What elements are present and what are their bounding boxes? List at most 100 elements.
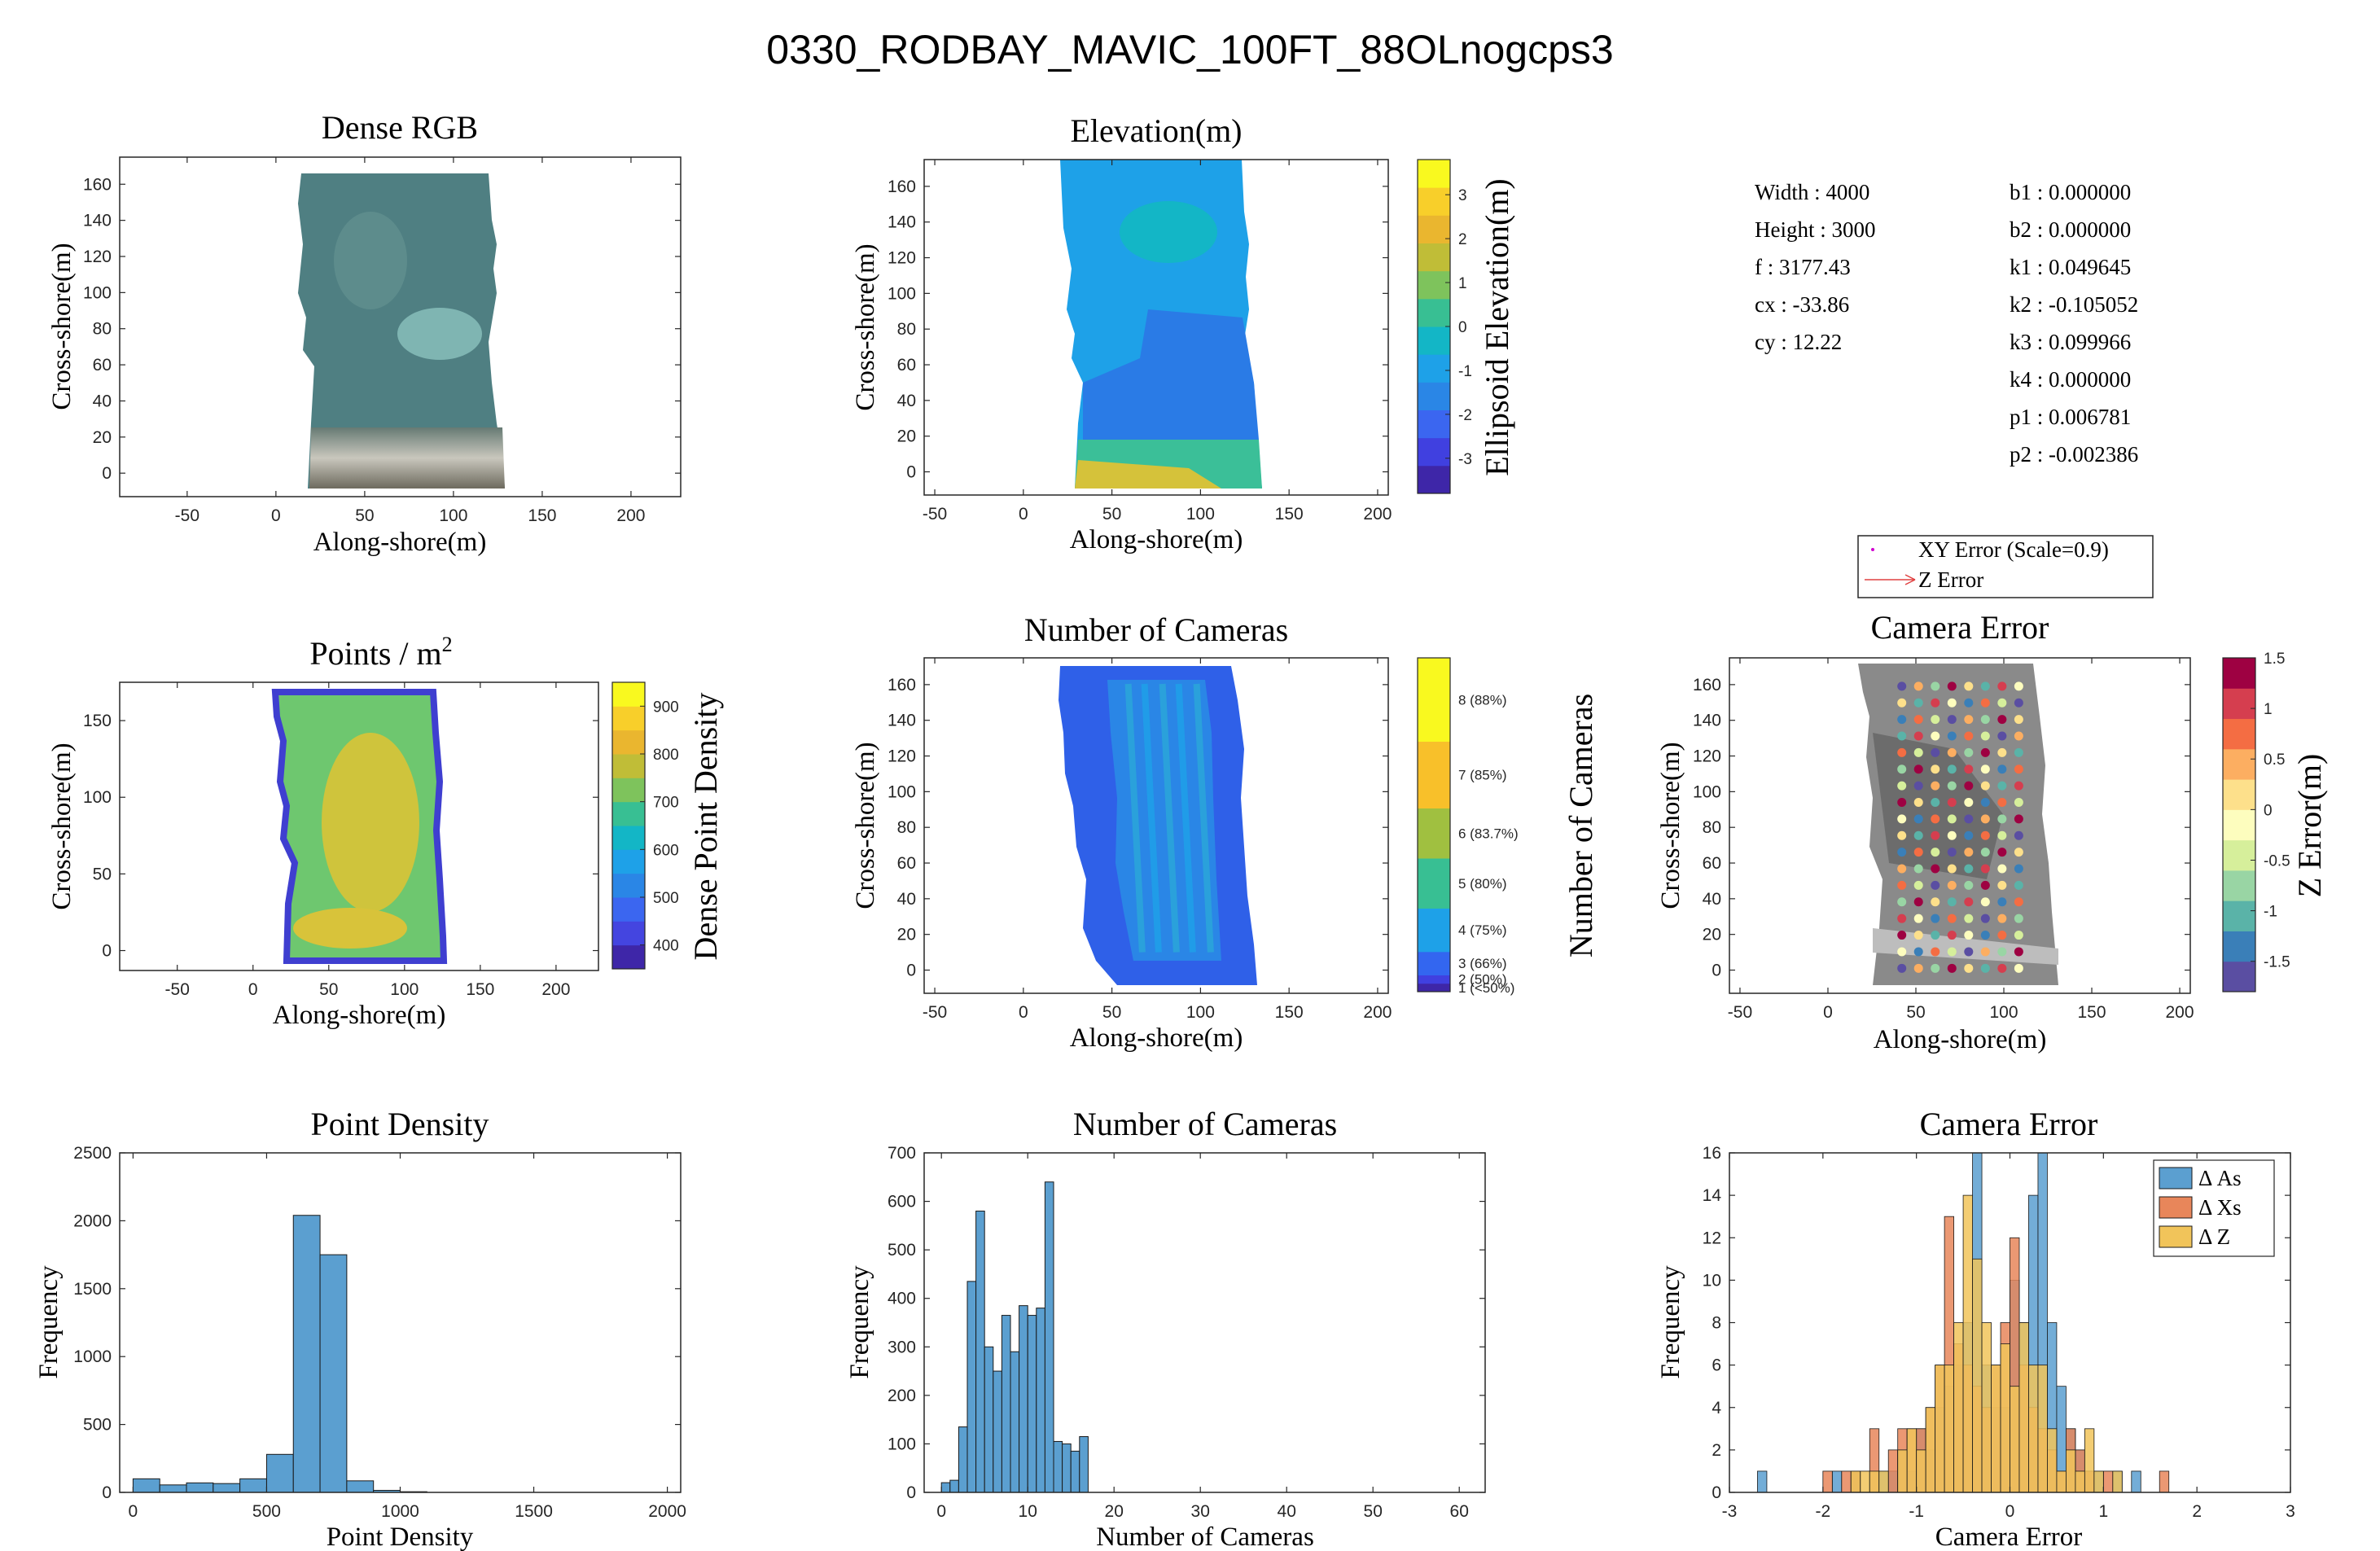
cbar-cerr-swatch <box>2223 839 2255 871</box>
camera-error-point <box>2014 731 2023 741</box>
camera-error-legend-swatch <box>2159 1196 2193 1219</box>
elevation-ytick-label: 140 <box>888 213 916 232</box>
cbar-elev-swatch <box>1418 326 1450 355</box>
number-of-cameras-map-ytick-label: 0 <box>906 962 916 980</box>
camera-error-point <box>2014 880 2023 890</box>
camera-error-map-ticks: -50 0 50 100 150 200 0 20 40 60 80 100 120 140 160 <box>1693 658 2194 1022</box>
cbar-pts-swatch <box>612 801 645 826</box>
camera-error-point <box>1913 715 1923 725</box>
cbar-elev-swatch <box>1418 354 1450 383</box>
camera-error-point <box>1897 781 1907 791</box>
camera-error-map-xlabel: Along-shore(m) <box>1874 1025 2047 1054</box>
camera-error-point <box>1947 848 1957 857</box>
camera-error-point <box>1980 681 1990 691</box>
camera-error-map-ytick-label: 100 <box>1693 782 1721 801</box>
camera-error-hist-ytick-label: 4 <box>1712 1399 1721 1417</box>
cameras-stripe <box>1141 683 1162 953</box>
camera-error-point <box>1964 814 1974 824</box>
points-per-m2-xtick-label: 150 <box>466 980 494 999</box>
dense-rgb-ytick-label: 20 <box>93 428 112 447</box>
points-per-m2-ytick-label: 150 <box>83 712 112 730</box>
camera-error-bar <box>1981 1322 1992 1493</box>
camera-error-point <box>1931 814 1940 824</box>
camera-error-point <box>1997 765 2007 774</box>
camera-error-bar <box>1869 1470 1880 1493</box>
elevation-colorbar-label: Ellipsoid Elevation(m) <box>1479 178 1515 476</box>
cbar-cerr-swatch <box>2223 748 2255 780</box>
camera-error-bar <box>2093 1470 2104 1493</box>
number-of-cameras-bar <box>958 1426 968 1493</box>
number-of-cameras-bar <box>1019 1305 1028 1493</box>
camera-error-point <box>1947 698 1957 708</box>
camera-error-point <box>2014 864 2023 874</box>
camera-error-point <box>1964 715 1974 725</box>
elevation-colorbar: -3 -2 -1 0 1 2 3 <box>1417 159 1472 494</box>
camera-error-point <box>1931 947 1940 957</box>
camera-error-point <box>1913 897 1923 907</box>
camera-error-point <box>1947 715 1957 725</box>
number-of-cameras-hist-xtick-label: 20 <box>1105 1502 1124 1521</box>
camera-error-bar <box>1831 1470 1843 1493</box>
number-of-cameras-map-ytick-label: 60 <box>897 854 916 873</box>
elevation-ylabel: Cross-shore(m) <box>851 243 880 410</box>
points-density-edge <box>271 689 448 964</box>
cbar-cerr-tick-label: -0.5 <box>2264 852 2290 870</box>
camera-error-point <box>1913 747 1923 757</box>
point-density-hist-ticks: 0 500 1000 1500 2000 0 500 1000 1500 2000 2500 <box>73 1144 686 1521</box>
number-of-cameras-hist-ytick-label: 200 <box>888 1387 916 1405</box>
camera-error-point <box>1997 715 2007 725</box>
camera-error-point <box>1897 963 1907 973</box>
camera-error-bar <box>1850 1470 1861 1493</box>
elevation-xtick-label: 150 <box>1275 505 1304 524</box>
camera-error-point <box>1897 731 1907 741</box>
camera-error-point <box>1897 914 1907 923</box>
distortion-param: k2 : -0.105052 <box>2010 292 2138 317</box>
camera-error-bars <box>1757 1152 2170 1493</box>
camera-error-point <box>1897 830 1907 840</box>
number-of-cameras-map-ytick-label: 20 <box>897 926 916 944</box>
camera-error-point <box>1931 880 1940 890</box>
camera-error-point <box>1964 830 1974 840</box>
camera-error-point <box>1947 897 1957 907</box>
points-density-colorbar-label: Dense Point Density <box>687 693 724 961</box>
cbar-ncam-swatch <box>1418 983 1450 992</box>
camera-error-bar <box>1925 1407 1936 1493</box>
number-of-cameras-map-ylabel: Cross-shore(m) <box>851 742 880 909</box>
camera-error-point <box>1947 864 1957 874</box>
dense-rgb-xtick-label: 150 <box>528 506 556 525</box>
camera-error-bar <box>2075 1470 2085 1493</box>
camera-error-point <box>1913 864 1923 874</box>
camera-error-point <box>1997 897 2007 907</box>
camera-error-map-xtick-label: -50 <box>1728 1003 1752 1022</box>
dense-rgb-axes <box>119 156 682 497</box>
camera-error-point <box>1964 931 1974 940</box>
points-density-title: Points / m2 <box>309 633 452 672</box>
cbar-ncam-tick-label: 4 (75%) <box>1458 922 1507 938</box>
cbar-pts-tick-label: 900 <box>653 699 679 716</box>
camera-error-point <box>1997 798 2007 808</box>
camera-error-point <box>1931 830 1940 840</box>
number-of-cameras-colorbar-label: Number of Cameras <box>1563 694 1599 957</box>
camera-error-point <box>1964 947 1974 957</box>
distortion-param: p2 : -0.002386 <box>2010 442 2138 467</box>
cbar-ncam-tick-label: 2 (50%) <box>1458 971 1507 987</box>
camera-error-point <box>1913 963 1923 973</box>
distortion-param: k3 : 0.099966 <box>2010 330 2131 354</box>
camera-error-point <box>1931 781 1940 791</box>
camera-error-point <box>1947 931 1957 940</box>
point-density-bar <box>239 1478 267 1493</box>
camera-error-point <box>1964 848 1974 857</box>
camera-error-hist-xtick-label: -3 <box>1722 1502 1738 1521</box>
points-per-m2-xtick-label: 100 <box>390 980 419 999</box>
camera-error-map-ytick-label: 40 <box>1703 890 1721 909</box>
cbar-elev-swatch <box>1418 298 1450 327</box>
cbar-cerr-tick-label: -1.5 <box>2264 954 2290 971</box>
camera-error-hist-ytick-label: 10 <box>1703 1271 1721 1290</box>
camera-error-point <box>1913 914 1923 923</box>
camera-error-point <box>1931 731 1940 741</box>
camera-error-point <box>1913 947 1923 957</box>
camera-error-point <box>1980 798 1990 808</box>
camera-error-point <box>1997 731 2007 741</box>
